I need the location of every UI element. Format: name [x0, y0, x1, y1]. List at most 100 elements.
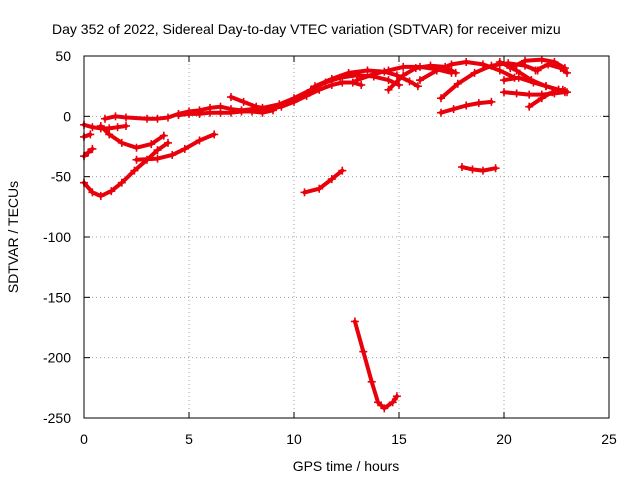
data-point [159, 131, 168, 140]
data-point [122, 121, 130, 130]
data-point [384, 66, 393, 75]
x-tick-label: 10 [286, 431, 302, 447]
series-line [527, 87, 565, 109]
data-point [411, 64, 420, 73]
data-point [374, 398, 382, 407]
data-point [237, 107, 246, 116]
series-arc-17 [437, 97, 496, 117]
data-point [495, 58, 504, 67]
series-arc-13 [350, 317, 401, 413]
data-point [206, 108, 214, 117]
series-line [313, 68, 420, 89]
data-point [353, 76, 361, 85]
data-point [380, 404, 389, 413]
data-point [315, 184, 324, 193]
data-point [416, 76, 424, 85]
series-arc-25 [531, 60, 571, 77]
data-point [537, 94, 546, 103]
data-point [487, 61, 496, 70]
data-point [468, 165, 477, 174]
data-point [491, 164, 500, 173]
data-point [556, 64, 565, 73]
data-point [248, 107, 256, 116]
data-point [451, 68, 460, 77]
series-line [302, 168, 345, 195]
data-point [122, 113, 130, 122]
x-tick-label: 25 [601, 431, 617, 447]
data-point [174, 111, 183, 120]
data-point [506, 64, 515, 73]
data-point [388, 398, 397, 407]
data-point [563, 68, 571, 77]
data-point [180, 144, 189, 153]
series-line [460, 165, 498, 173]
data-point [258, 103, 267, 112]
data-series [80, 55, 571, 413]
data-point [399, 71, 408, 80]
data-point [227, 93, 235, 102]
data-point [495, 66, 504, 75]
data-point [101, 114, 109, 123]
data-point [479, 60, 487, 69]
series-line [176, 108, 275, 118]
data-point [185, 109, 193, 118]
series-arc-3 [80, 144, 97, 161]
data-point [216, 108, 225, 117]
axis-ticks: 0 5 10 15 20 25 -250 -200 -150 -100 -50 0 50 [43, 48, 617, 447]
chart-title: Day 352 of 2022, Sidereal Day-to-day VTE… [52, 21, 561, 37]
data-point [544, 60, 553, 69]
data-point [514, 73, 523, 82]
plot-frame [83, 55, 610, 419]
data-point [453, 79, 462, 88]
series-arc-5 [96, 121, 168, 152]
data-point [96, 191, 105, 200]
data-point [384, 85, 393, 94]
data-point [344, 68, 353, 77]
series-line [533, 62, 569, 75]
data-point [239, 97, 248, 106]
data-point [413, 82, 422, 91]
data-point [512, 66, 521, 75]
data-point [311, 82, 319, 91]
data-point [348, 78, 357, 87]
data-point [527, 76, 536, 85]
data-point [195, 136, 204, 145]
series-arc-11 [311, 66, 422, 91]
data-point [252, 102, 261, 111]
data-point [437, 94, 445, 103]
data-point [369, 70, 378, 79]
x-tick-label: 5 [185, 431, 193, 447]
data-point [84, 148, 93, 157]
y-tick-label: 50 [55, 48, 71, 64]
data-point [338, 166, 347, 175]
data-point [437, 108, 445, 117]
data-point [512, 89, 521, 98]
data-point [153, 114, 162, 123]
data-point [392, 392, 401, 401]
data-point [399, 62, 408, 71]
y-tick-label: -200 [43, 350, 71, 366]
data-point [117, 178, 126, 187]
data-point [164, 113, 172, 122]
data-point [300, 188, 309, 197]
data-point [153, 146, 162, 155]
y-tick-label: -250 [43, 410, 71, 426]
data-point [107, 187, 116, 196]
data-point [500, 88, 508, 97]
series-line [134, 132, 217, 162]
series-arc-12 [300, 166, 347, 197]
data-point [132, 155, 141, 164]
data-point [88, 144, 97, 153]
grid-lines [84, 56, 609, 418]
data-point [111, 112, 120, 121]
data-point [88, 188, 97, 197]
data-point [500, 76, 508, 85]
data-point [531, 66, 540, 75]
data-point [462, 101, 471, 110]
data-point [359, 347, 368, 356]
data-point [130, 166, 139, 175]
data-point [447, 60, 456, 69]
series-arc-6 [132, 130, 219, 164]
data-point [338, 78, 347, 87]
data-point [537, 55, 546, 64]
